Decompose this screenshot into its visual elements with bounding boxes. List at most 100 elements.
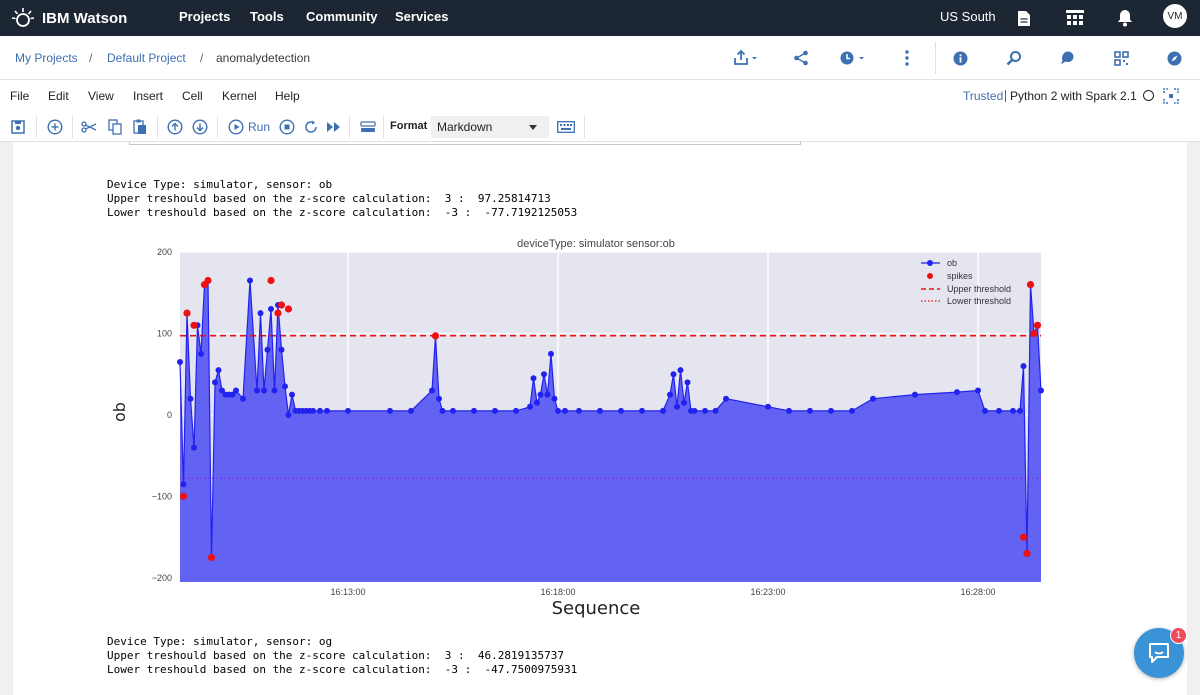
cell-toggle-icon[interactable]: [358, 117, 378, 137]
ob-data-point: [576, 407, 582, 414]
move-down-icon[interactable]: [190, 117, 210, 137]
move-up-icon[interactable]: [165, 117, 185, 137]
ob-data-point: [639, 407, 645, 414]
cut-icon[interactable]: [79, 117, 99, 137]
cell-format-select[interactable]: Markdown: [431, 116, 549, 138]
notebook-menu-bar: File Edit View Insert Cell Kernel Help T…: [0, 80, 1200, 112]
menu-cell[interactable]: Cell: [182, 89, 203, 103]
ob-data-point: [268, 306, 274, 312]
spike-point: [204, 276, 212, 285]
y-tick-label: 100: [157, 328, 172, 338]
nav-tools[interactable]: Tools: [250, 9, 284, 24]
watson-icon: [12, 8, 34, 27]
nav-projects[interactable]: Projects: [179, 9, 231, 24]
ob-data-point: [317, 407, 323, 414]
ob-data-point: [849, 407, 855, 414]
toolbar-divider: [36, 116, 37, 138]
more-icon[interactable]: [894, 46, 920, 70]
spike-point: [277, 301, 286, 309]
output-text-line: Upper treshould based on the z-score cal…: [107, 192, 551, 205]
ob-data-point: [537, 391, 544, 398]
info-icon[interactable]: [947, 46, 973, 70]
compass-icon[interactable]: [1161, 46, 1187, 70]
ob-data-point: [215, 367, 222, 374]
breadcrumb-my-projects[interactable]: My Projects: [15, 51, 78, 65]
menu-help[interactable]: Help: [275, 89, 300, 103]
toolbar-divider: [935, 42, 936, 74]
x-axis-label: Sequence: [552, 598, 641, 619]
ob-data-point: [450, 407, 456, 414]
stop-icon[interactable]: [277, 117, 297, 137]
breadcrumb-separator: /: [200, 51, 204, 65]
schedule-icon[interactable]: [840, 46, 866, 70]
ob-data-point: [289, 391, 295, 398]
restart-icon[interactable]: [301, 117, 321, 137]
ob-data-point: [530, 375, 537, 382]
share-icon[interactable]: [788, 46, 814, 70]
notebook-content: Device Type: simulator, sensor: ob Upper…: [0, 142, 1200, 695]
bell-icon[interactable]: [1113, 6, 1137, 30]
ob-data-point: [429, 387, 435, 394]
copy-icon[interactable]: [105, 117, 125, 137]
ibm-watson-logo[interactable]: IBM Watson: [12, 6, 127, 30]
menu-view[interactable]: View: [88, 89, 114, 103]
ob-data-point: [191, 444, 197, 451]
trusted-indicator[interactable]: Trusted: [963, 89, 1004, 103]
add-cell-icon[interactable]: [45, 117, 65, 137]
expand-icon[interactable]: [1163, 88, 1179, 104]
breadcrumb-bar: My Projects / Default Project / anomalyd…: [0, 36, 1200, 80]
ob-data-point: [408, 407, 414, 414]
run-all-icon[interactable]: [324, 117, 344, 137]
x-axis-ticks: 16:13:00 16:18:00 16:23:00 16:28:00: [330, 587, 995, 597]
ob-data-point: [219, 387, 225, 394]
region-selector[interactable]: US South: [940, 9, 996, 24]
apps-grid-icon[interactable]: [1063, 6, 1087, 30]
grid-view-icon[interactable]: [1108, 46, 1134, 70]
divider-bar: [1005, 90, 1006, 102]
legend-upper-label: Upper threshold: [947, 284, 1011, 294]
ob-data-point: [492, 407, 498, 414]
ob-data-point: [828, 407, 834, 414]
ob-data-point: [807, 407, 813, 414]
run-icon[interactable]: [226, 117, 246, 137]
y-axis-label: ob: [110, 402, 129, 422]
previous-cell-border: [129, 142, 801, 145]
breadcrumb-default-project[interactable]: Default Project: [107, 51, 186, 65]
brand-name: IBM Watson: [42, 9, 128, 27]
keyboard-icon[interactable]: [556, 117, 576, 137]
menu-file[interactable]: File: [10, 89, 30, 103]
ob-data-point: [618, 407, 624, 414]
legend-spikes-label: spikes: [947, 271, 973, 281]
y-axis-ticks: 200 100 0 −100 −200: [152, 247, 172, 583]
find-data-icon[interactable]: [1001, 46, 1027, 70]
run-button-label[interactable]: Run: [248, 120, 271, 134]
ob-data-point: [912, 391, 918, 398]
document-icon[interactable]: [1012, 6, 1036, 30]
upload-icon[interactable]: [732, 46, 758, 70]
nav-services[interactable]: Services: [395, 9, 449, 24]
user-avatar[interactable]: VM: [1163, 4, 1187, 28]
output-text-line: Device Type: simulator, sensor: ob: [107, 178, 333, 191]
assist-icon[interactable]: [1054, 46, 1080, 70]
nav-community[interactable]: Community: [306, 9, 378, 24]
menu-insert[interactable]: Insert: [133, 89, 164, 103]
legend-ob-label: ob: [947, 258, 957, 268]
paste-icon[interactable]: [130, 117, 150, 137]
menu-edit[interactable]: Edit: [48, 89, 69, 103]
chart-legend: ob spikes Upper threshold Lower threshol…: [921, 258, 1011, 306]
notebook-toolbar: Run Format Markdown: [0, 112, 1200, 142]
spike-point: [284, 305, 293, 313]
ob-data-point: [548, 350, 554, 357]
ob-data-point: [562, 407, 568, 414]
breadcrumb-separator: /: [89, 51, 93, 65]
spike-point: [1033, 321, 1042, 329]
spike-point: [1023, 549, 1031, 558]
save-icon[interactable]: [8, 117, 28, 137]
ob-data-point: [1017, 407, 1023, 414]
ob-data-point: [691, 407, 698, 414]
menu-kernel[interactable]: Kernel: [222, 89, 257, 103]
output-cell: Device Type: simulator, sensor: ob Upper…: [13, 142, 1187, 695]
ob-data-point: [198, 350, 204, 357]
y-tick-label: −200: [152, 573, 172, 583]
spike-point: [274, 309, 282, 317]
